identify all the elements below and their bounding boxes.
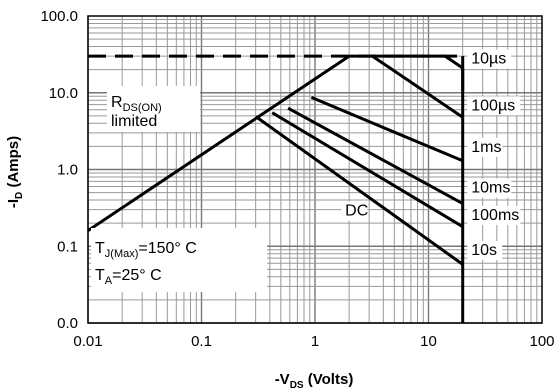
plot-frame [87,15,543,324]
x-tick-label: 0.01 [73,333,102,350]
rds-label-box [107,86,200,132]
y-tick-label: 0.0 [57,315,78,332]
curve-label-bg [467,178,512,198]
curve-label: 10µs [471,51,506,68]
curve-label: 100ms [471,207,519,224]
ta-label: TA=25° C [95,267,162,287]
curve-label-bg [467,205,521,225]
soa-curve-5 [271,111,464,228]
x-tick-label: 1 [311,333,319,350]
rds-on-label: RDS(ON) [111,94,162,114]
curve-label-bg [467,137,503,157]
curve-label: 1ms [471,139,501,156]
y-tick-label: 0.1 [57,238,78,255]
rds-on-limit-line [87,54,351,232]
curve-label: 10ms [471,180,510,197]
curve-label: DC [345,203,368,220]
curve-label-bg [467,49,512,69]
x-tick-label: 0.1 [191,333,212,350]
curve-label: 10s [471,242,497,259]
curve-label-bg [341,201,368,221]
x-tick-label: 10 [420,333,437,350]
chart-tick-labels: 0.01 0.1 1 10 100 0.0 0.1 1.0 10.0 100.0 [40,8,554,350]
curve-labels: 10µs 100µs 1ms 10ms 100ms 10s DC [341,49,521,260]
soa-curve-6 [254,115,464,266]
chart-curves [87,54,465,323]
curve-label: 100µs [471,97,515,114]
conditions-box [91,228,267,292]
y-axis-title: -ID (Amps) [5,136,25,208]
soa-curve-4 [287,106,464,205]
x-tick-label: 100 [529,333,554,350]
soa-curve-1 [349,54,465,92]
y-tick-label: 1.0 [57,162,78,179]
soa-curve-3 [310,96,464,163]
y-tick-label: 100.0 [40,8,78,25]
rds-limited-label: limited [111,113,157,130]
y-tick-label: 10.0 [49,85,78,102]
curve-label-bg [467,240,503,260]
tj-max-label: TJ(Max)=150° C [95,240,197,260]
curve-label-bg [467,96,521,116]
soa-curve-2 [371,54,464,119]
x-axis-title: -VDS (Volts) [275,371,354,391]
